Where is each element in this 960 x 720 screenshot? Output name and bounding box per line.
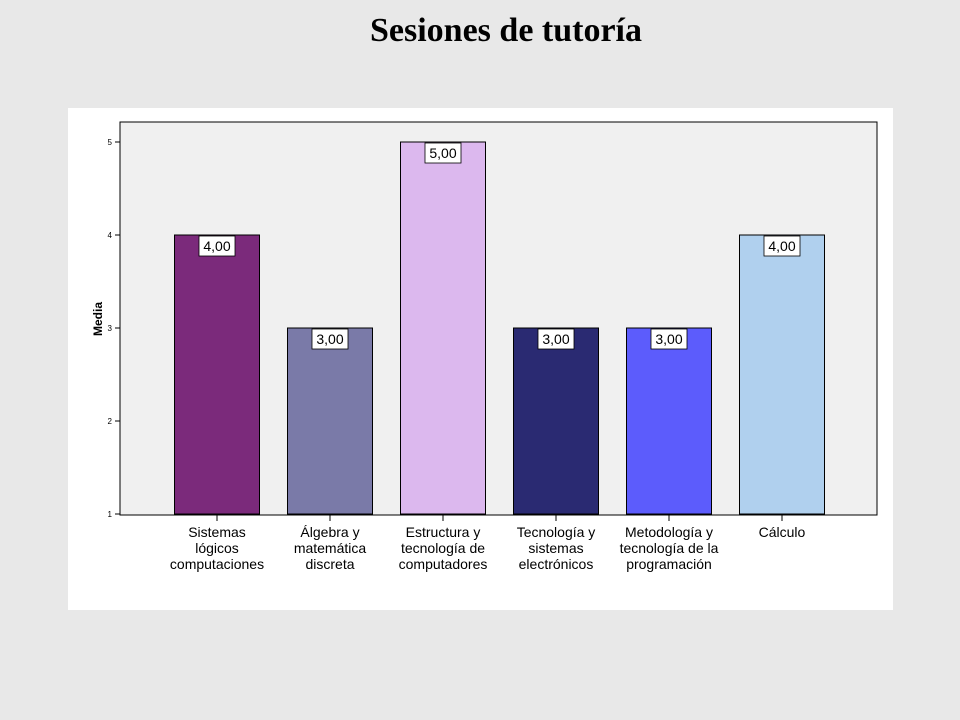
x-category-label: Estructura y bbox=[406, 524, 481, 540]
x-category-label: Metodología y bbox=[625, 524, 713, 540]
data-label: 3,00 bbox=[542, 331, 569, 347]
x-category-label: computaciones bbox=[170, 556, 264, 572]
data-label-box bbox=[198, 235, 236, 257]
data-label-box bbox=[763, 235, 801, 257]
x-category-label: discreta bbox=[305, 556, 354, 572]
data-label-box bbox=[424, 142, 462, 164]
data-label-box bbox=[650, 328, 688, 350]
x-category-label: tecnología de bbox=[401, 540, 485, 556]
x-category-label: Tecnología y bbox=[517, 524, 596, 540]
bar bbox=[400, 141, 486, 515]
y-tick-label: 4 bbox=[108, 231, 113, 240]
data-label: 4,00 bbox=[768, 238, 795, 254]
chart-panel: 4,00 3,00 5,00 3,00 3,00 4,00 1 2 3 4 5 Sistemas l… bbox=[68, 108, 893, 610]
y-tick-label: 3 bbox=[108, 324, 113, 333]
bars-group: 4,00 3,00 5,00 3,00 3,00 4,00 bbox=[174, 141, 825, 515]
bar bbox=[174, 234, 260, 515]
x-category-label: Cálculo bbox=[759, 524, 806, 540]
y-tick-label: 2 bbox=[108, 417, 113, 426]
data-label-box bbox=[537, 328, 575, 350]
data-label: 3,00 bbox=[316, 331, 343, 347]
bar-chart: 4,00 3,00 5,00 3,00 3,00 4,00 1 2 3 4 5 Sistemasl… bbox=[91, 121, 878, 572]
slide-title: Sesiones de tutoría bbox=[370, 12, 642, 49]
data-label: 5,00 bbox=[429, 145, 456, 161]
x-category-label: programación bbox=[626, 556, 712, 572]
y-axis: 1 2 3 4 5 bbox=[108, 138, 120, 519]
bar bbox=[287, 327, 373, 515]
x-category-label: tecnología de la bbox=[620, 540, 719, 556]
y-axis-label: Media bbox=[91, 302, 105, 336]
data-label-box bbox=[311, 328, 349, 350]
x-category-label: electrónicos bbox=[519, 556, 594, 572]
bar bbox=[513, 327, 599, 515]
bar bbox=[626, 327, 712, 515]
x-category-label: computadores bbox=[399, 556, 488, 572]
x-category-label: matemática bbox=[294, 540, 367, 556]
x-category-label: lógicos bbox=[195, 540, 239, 556]
data-label: 4,00 bbox=[203, 238, 230, 254]
y-tick-label: 1 bbox=[108, 510, 113, 519]
x-category-label: Álgebra y bbox=[300, 524, 359, 540]
x-category-label: Sistemas bbox=[188, 524, 246, 540]
bar bbox=[739, 234, 825, 515]
x-category-label: sistemas bbox=[528, 540, 583, 556]
data-label: 3,00 bbox=[655, 331, 682, 347]
y-tick-label: 5 bbox=[108, 138, 113, 147]
